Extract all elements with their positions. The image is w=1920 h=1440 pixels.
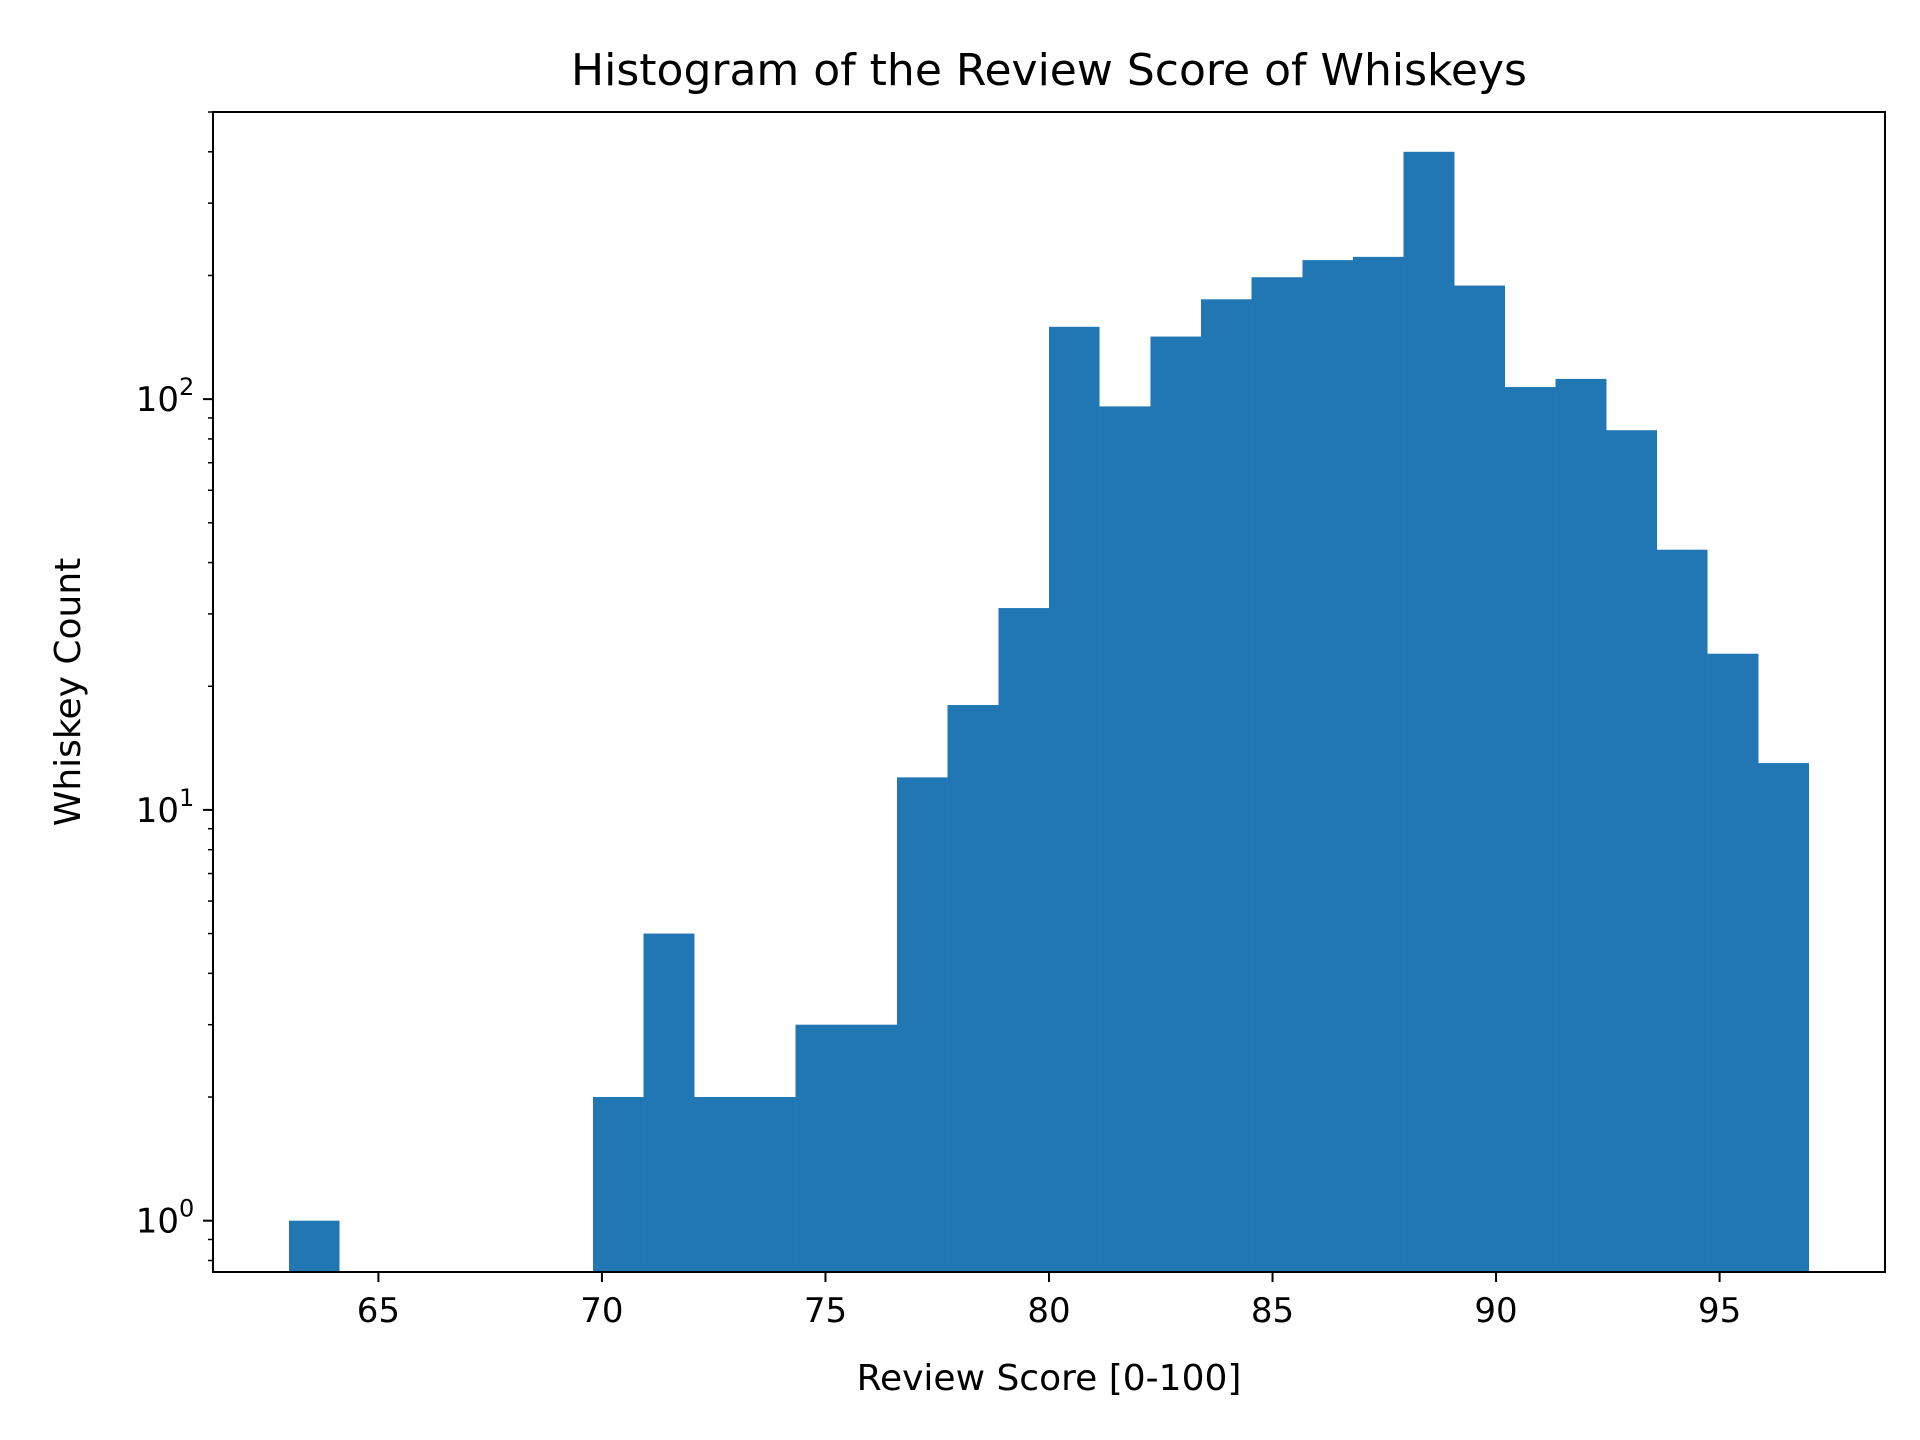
histogram-bar xyxy=(593,1097,644,1272)
y-tick-exponent: 0 xyxy=(179,1195,194,1223)
histogram-bar xyxy=(947,705,999,1272)
histogram-bar xyxy=(1454,285,1505,1272)
histogram-bar xyxy=(1606,430,1657,1272)
histogram-bar xyxy=(897,777,948,1272)
x-axis-ticks: 65 70 75 80 85 90 95 xyxy=(357,1272,1741,1331)
histogram-bar xyxy=(1403,151,1455,1273)
histogram-bar xyxy=(1758,763,1809,1272)
histogram-bar xyxy=(694,1097,745,1272)
y-tick-base: 10 xyxy=(136,791,179,831)
histogram-bar xyxy=(643,933,695,1272)
x-axis-label: Review Score [0-100] xyxy=(857,1358,1242,1399)
histogram-bar xyxy=(998,608,1049,1272)
histogram-bar xyxy=(846,1024,897,1272)
histogram-bar xyxy=(1049,326,1100,1272)
y-tick-label: 10 xyxy=(136,791,179,831)
x-tick-label: 90 xyxy=(1474,1291,1517,1331)
y-tick-label: 10 xyxy=(136,1202,179,1242)
x-tick-label: 80 xyxy=(1027,1291,1070,1331)
y-tick-base: 10 xyxy=(136,380,179,420)
y-tick-label: 10 xyxy=(136,380,179,420)
histogram-bar xyxy=(1707,653,1759,1272)
chart-title: Histogram of the Review Score of Whiskey… xyxy=(571,45,1527,96)
y-tick-base: 10 xyxy=(136,1202,179,1242)
x-tick-label: 95 xyxy=(1698,1291,1741,1331)
histogram-bar xyxy=(1353,256,1404,1272)
y-tick-exponent: 1 xyxy=(179,784,194,812)
x-tick-label: 70 xyxy=(580,1291,623,1331)
histogram-bar xyxy=(1251,277,1303,1272)
x-tick-label: 75 xyxy=(804,1291,847,1331)
histogram-bar xyxy=(1505,387,1556,1272)
x-tick-label: 85 xyxy=(1251,1291,1294,1331)
y-axis-label: Whiskey Count xyxy=(48,558,89,827)
histogram-bar xyxy=(1302,260,1353,1272)
histogram-bar xyxy=(1099,406,1151,1273)
y-tick-exponent: 2 xyxy=(179,373,194,401)
bars-group xyxy=(289,151,1809,1273)
histogram-bar xyxy=(1555,378,1607,1272)
histogram-bar xyxy=(745,1097,796,1272)
histogram-bar xyxy=(795,1024,847,1272)
histogram-bar xyxy=(289,1220,340,1272)
histogram-bar xyxy=(1201,299,1252,1273)
histogram-bar xyxy=(1150,336,1201,1272)
histogram-bar xyxy=(1657,549,1708,1272)
x-tick-label: 65 xyxy=(357,1291,400,1331)
